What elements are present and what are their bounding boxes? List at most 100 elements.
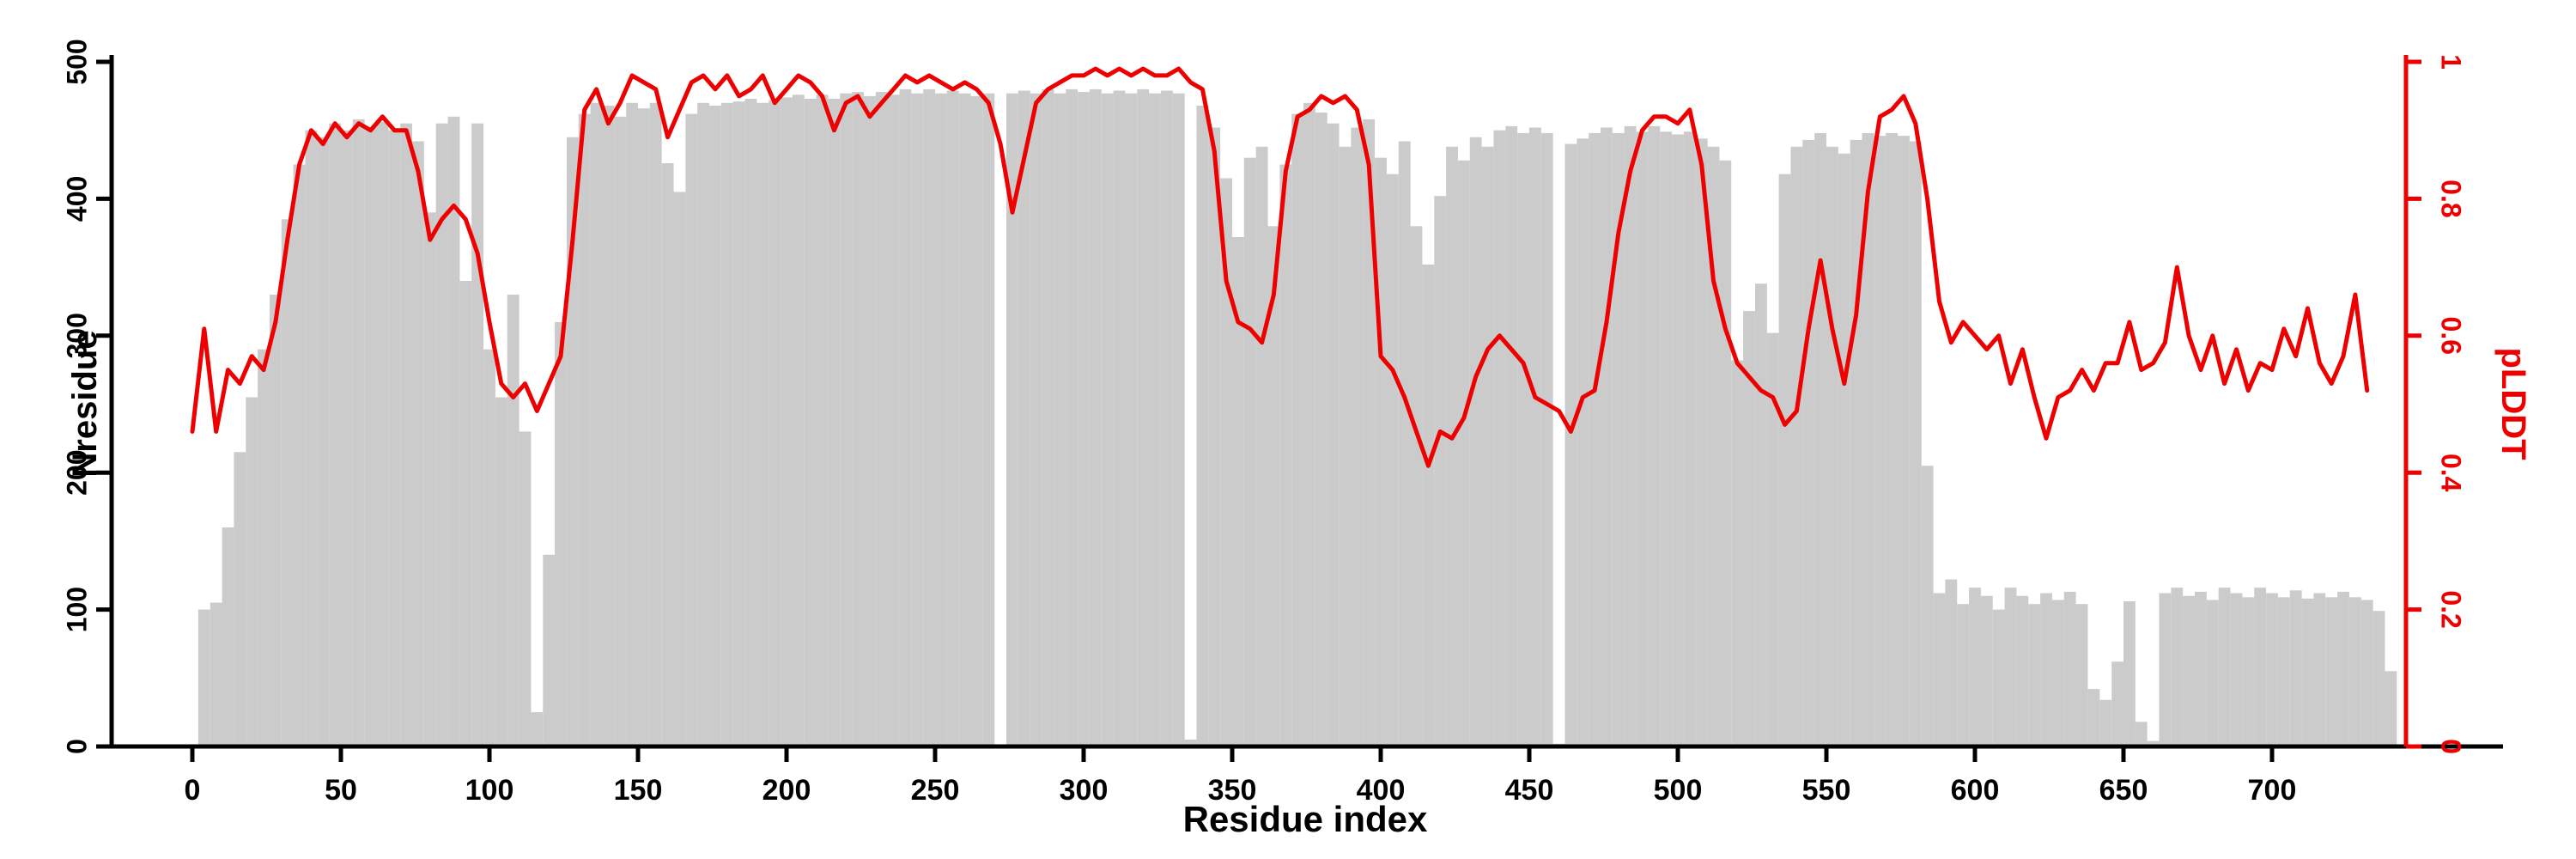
bar [1030,93,1042,746]
bar [1933,593,1946,746]
bar [483,349,495,746]
bar [1137,88,1150,746]
bar [435,123,448,746]
bar [1327,123,1340,746]
bar [1755,283,1767,746]
bar [376,122,389,747]
x-axis-tick-label: 550 [1802,774,1851,807]
bar [781,97,793,746]
bar [923,88,936,746]
bar [626,102,639,747]
bar [281,219,294,747]
bar [2254,588,2267,746]
bar [2171,588,2184,746]
bar [1636,131,1649,747]
bar [661,163,674,746]
bar [447,116,460,747]
bar [2206,600,2219,746]
bar [1208,127,1221,746]
bar [246,397,258,746]
bar [1957,604,1970,746]
bar [1624,125,1637,746]
bar [1719,160,1732,747]
bar [1577,138,1589,747]
bar [1589,132,1601,746]
bar [2075,604,2088,746]
y-axis-left-title: Nresidue [66,330,105,478]
bar [1410,226,1423,746]
bar [2063,591,2076,746]
bar [1434,196,1447,746]
bar [1291,113,1304,747]
y-axis-right-tick-label: 1 [2436,54,2467,70]
bar [2313,593,2326,746]
bar [1766,332,1779,746]
bar [1505,125,1518,746]
bar [222,527,234,746]
bar [2372,611,2385,746]
bar [1363,119,1376,746]
bar [2028,604,2041,746]
bar [852,92,864,747]
y-axis-left-tick-label: 400 [61,176,92,222]
bar [875,92,888,747]
bar [911,93,924,746]
bar [1078,92,1090,747]
bar [828,99,841,746]
x-axis-tick-label: 0 [185,774,201,807]
bar [305,130,318,746]
bar [1778,174,1791,746]
bar [1469,137,1482,746]
bar [1375,157,1387,747]
bar [1054,93,1066,746]
bar [769,100,781,747]
bar [1018,90,1030,746]
bar [804,99,817,746]
y-axis-right-title: pLDDT [2494,347,2532,460]
bar [1601,127,1613,746]
bar [756,102,769,747]
bar [1731,360,1744,746]
bar [459,281,472,746]
bar [1529,127,1541,746]
bar [1042,88,1054,746]
bar [388,130,401,746]
bar [507,295,519,746]
bar [519,431,532,746]
bar [720,102,733,747]
bar [1648,125,1661,746]
bar [1113,90,1126,746]
x-axis-tick-label: 50 [325,774,357,807]
bar [1243,157,1256,747]
bar [341,130,353,746]
bar [317,137,330,746]
x-axis-tick-label: 200 [762,774,811,807]
bar [1921,466,1934,746]
bar [2111,661,2124,746]
bar [1446,146,1458,747]
bar [1517,132,1530,746]
bar [887,94,900,747]
x-axis-tick-label: 450 [1505,774,1554,807]
x-axis-tick-label: 650 [2099,774,2148,807]
bar [1564,143,1577,747]
bar [1149,93,1161,746]
y-axis-left-tick-label: 500 [61,39,92,84]
bar [1493,130,1506,746]
bar [2230,593,2243,746]
x-axis-title: Residue index [1182,799,1428,839]
bar [1790,146,1803,747]
bar [1992,609,2005,746]
bar [1196,106,1209,746]
bar [364,127,377,746]
bar [1398,141,1411,746]
bar [1125,93,1138,746]
bar [1862,132,1874,746]
bar [697,102,710,747]
y-axis-left-tick-label: 0 [61,739,92,754]
x-axis-tick-label: 100 [465,774,514,807]
bar [329,123,342,746]
bar [543,554,556,746]
bar [1886,132,1899,746]
